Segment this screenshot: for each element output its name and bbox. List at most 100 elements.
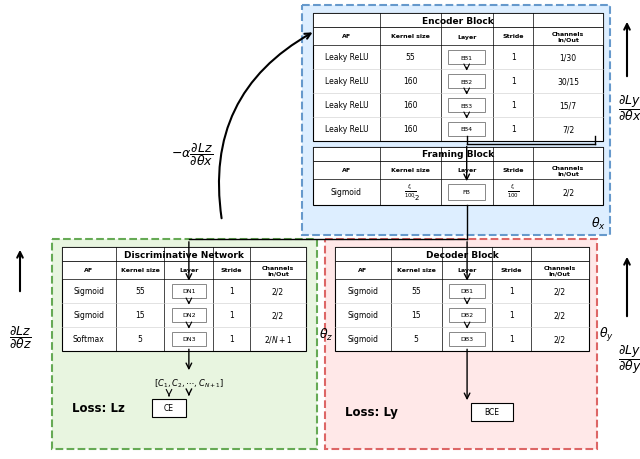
Text: Stride: Stride: [500, 268, 522, 273]
Text: 160: 160: [403, 125, 417, 134]
Text: $\dfrac{\partial Lz}{\partial\theta z}$: $\dfrac{\partial Lz}{\partial\theta z}$: [8, 324, 31, 351]
Text: Layer: Layer: [457, 168, 476, 173]
Text: Kernel size: Kernel size: [390, 34, 429, 39]
Bar: [62, 247, 306, 351]
Text: Sigmoid: Sigmoid: [348, 311, 378, 320]
Text: $2/N+1$: $2/N+1$: [264, 334, 292, 345]
Text: 1: 1: [229, 287, 234, 296]
Text: Loss: Ly: Loss: Ly: [345, 406, 398, 419]
Text: BCE: BCE: [484, 408, 499, 417]
Text: Stride: Stride: [502, 34, 524, 39]
Text: Leaky ReLU: Leaky ReLU: [324, 53, 368, 62]
Text: 1: 1: [509, 311, 514, 320]
Text: AF: AF: [342, 34, 351, 39]
Text: $\dfrac{\partial Ly}{\partial\theta y}$: $\dfrac{\partial Ly}{\partial\theta y}$: [618, 343, 640, 375]
Bar: [62, 262, 306, 280]
Text: 5: 5: [138, 335, 143, 344]
Text: EB4: EB4: [461, 127, 473, 132]
Text: 2/2: 2/2: [554, 335, 566, 344]
Bar: [62, 247, 306, 262]
Text: 55: 55: [135, 287, 145, 296]
Text: 2/2: 2/2: [272, 311, 284, 320]
Text: 55: 55: [405, 53, 415, 62]
Text: 2/2: 2/2: [554, 311, 566, 320]
Text: FB: FB: [463, 190, 470, 195]
Text: Encoder Block: Encoder Block: [422, 17, 494, 25]
Bar: [302, 6, 610, 235]
Bar: [449, 332, 485, 347]
Bar: [152, 399, 186, 417]
Bar: [52, 240, 317, 449]
Text: $\theta_x$: $\theta_x$: [591, 215, 606, 231]
Text: 160: 160: [403, 77, 417, 86]
Text: 30/15: 30/15: [557, 77, 579, 86]
Text: $[C_1, C_2, \cdots, C_{N+1}]$: $[C_1, C_2, \cdots, C_{N+1}]$: [154, 377, 224, 389]
Bar: [313, 28, 603, 46]
Text: 2/2: 2/2: [272, 287, 284, 296]
Bar: [449, 122, 485, 137]
Text: Sigmoid: Sigmoid: [331, 188, 362, 197]
Text: CE: CE: [164, 403, 174, 413]
Text: Sigmoid: Sigmoid: [74, 311, 104, 320]
Text: 1: 1: [509, 335, 514, 344]
Text: Loss: Lz: Loss: Lz: [72, 402, 125, 414]
Text: 15/7: 15/7: [559, 101, 577, 110]
Text: Framing Block: Framing Block: [422, 150, 494, 159]
Text: Channels
In/Out: Channels In/Out: [552, 32, 584, 42]
Text: Kernel size: Kernel size: [397, 268, 436, 273]
Text: DB1: DB1: [461, 289, 474, 294]
Text: Kernel size: Kernel size: [121, 268, 159, 273]
Text: DB3: DB3: [461, 337, 474, 342]
Bar: [335, 262, 589, 280]
Bar: [449, 308, 485, 323]
Bar: [325, 240, 597, 449]
Text: Decoder Block: Decoder Block: [426, 250, 499, 259]
Text: Sigmoid: Sigmoid: [348, 335, 378, 344]
Text: 55: 55: [412, 287, 421, 296]
Text: EB1: EB1: [461, 56, 473, 61]
Text: AF: AF: [358, 268, 367, 273]
Text: EB3: EB3: [461, 103, 473, 108]
Text: Channels
In/Out: Channels In/Out: [262, 265, 294, 276]
Bar: [172, 332, 206, 347]
Text: $\theta_z$: $\theta_z$: [319, 326, 333, 342]
Text: Leaky ReLU: Leaky ReLU: [324, 125, 368, 134]
Text: Sigmoid: Sigmoid: [74, 287, 104, 296]
Text: $\theta_y$: $\theta_y$: [599, 325, 614, 343]
Bar: [449, 284, 485, 299]
Text: 1: 1: [511, 53, 515, 62]
Text: 1: 1: [511, 101, 515, 110]
Text: 1: 1: [509, 287, 514, 296]
Text: 1/30: 1/30: [559, 53, 577, 62]
Text: AF: AF: [342, 168, 351, 173]
Bar: [313, 162, 603, 179]
Text: $-\alpha\dfrac{\partial Lz}{\partial\theta x}$: $-\alpha\dfrac{\partial Lz}{\partial\the…: [171, 141, 213, 168]
Text: DN3: DN3: [182, 337, 196, 342]
Text: $\frac{f_s}{100}$: $\frac{f_s}{100}$: [404, 182, 416, 199]
Text: Layer: Layer: [179, 268, 198, 273]
Bar: [313, 148, 603, 162]
Text: 160: 160: [403, 101, 417, 110]
Text: Channels
In/Out: Channels In/Out: [552, 165, 584, 176]
Bar: [335, 247, 589, 351]
Text: DN2: DN2: [182, 313, 196, 318]
Text: Layer: Layer: [457, 34, 476, 39]
Text: 1: 1: [229, 335, 234, 344]
Bar: [449, 98, 485, 113]
Text: Discriminative Network: Discriminative Network: [124, 250, 244, 259]
Text: 1: 1: [511, 125, 515, 134]
Bar: [313, 14, 603, 28]
Text: Sigmoid: Sigmoid: [348, 287, 378, 296]
Bar: [172, 284, 206, 299]
Text: 1: 1: [511, 77, 515, 86]
Text: $\dfrac{\partial Ly}{\partial\theta x}$: $\dfrac{\partial Ly}{\partial\theta x}$: [618, 93, 640, 123]
Bar: [449, 185, 485, 201]
Bar: [313, 14, 603, 142]
Text: 15: 15: [135, 311, 145, 320]
Text: 7/2: 7/2: [562, 125, 574, 134]
Text: Layer: Layer: [458, 268, 477, 273]
Text: DN1: DN1: [182, 289, 196, 294]
Text: Kernel size: Kernel size: [390, 168, 429, 173]
Bar: [172, 308, 206, 323]
Text: Channels
In/Out: Channels In/Out: [543, 265, 576, 276]
